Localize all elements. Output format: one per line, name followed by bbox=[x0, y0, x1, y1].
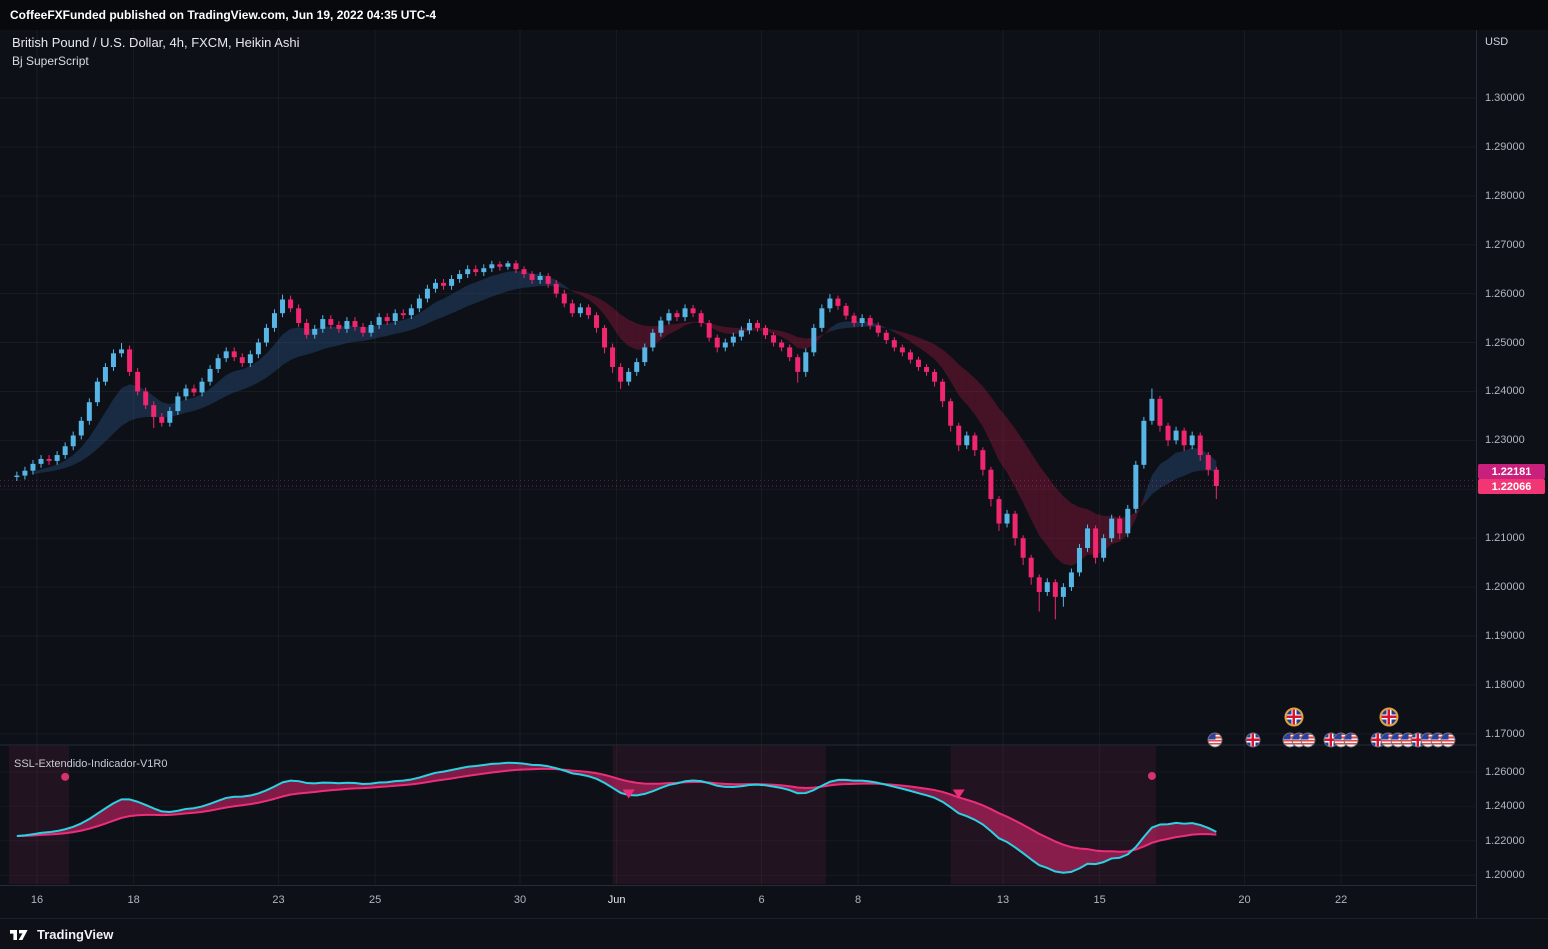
indicator-shaded-regions bbox=[8, 746, 1156, 884]
economic-event-icon-gb[interactable] bbox=[1379, 707, 1399, 727]
time-axis[interactable]: 16 18 23 25 30 Jun 6 8 13 15 20 22 bbox=[0, 885, 1476, 918]
candlestick-series[interactable] bbox=[14, 260, 1219, 620]
indicator-axis-label: 1.22000 bbox=[1485, 834, 1525, 847]
price-axis-label: 1.24000 bbox=[1485, 385, 1525, 398]
economic-event-icon-us[interactable] bbox=[1343, 732, 1359, 748]
economic-event-icon-us[interactable] bbox=[1300, 732, 1316, 748]
axis-currency-label: USD bbox=[1485, 36, 1509, 48]
price-badge: 1.22066 bbox=[1478, 479, 1545, 495]
symbol-title[interactable]: British Pound / U.S. Dollar, 4h, FXCM, H… bbox=[12, 35, 300, 50]
time-axis-label: Jun bbox=[607, 894, 626, 906]
price-axis-label: 1.21000 bbox=[1485, 532, 1525, 545]
price-badge: 1.22181 bbox=[1478, 464, 1545, 480]
economic-event-icon-us[interactable] bbox=[1207, 732, 1223, 748]
last-price-lines bbox=[0, 479, 1476, 487]
price-axis-label: 1.19000 bbox=[1485, 630, 1525, 642]
price-axis-label: 1.23000 bbox=[1485, 434, 1525, 447]
price-axis-label: 1.29000 bbox=[1485, 140, 1525, 153]
price-axis-label: 1.25000 bbox=[1485, 336, 1525, 349]
indicator-markers bbox=[61, 771, 1156, 799]
time-axis-label: 13 bbox=[996, 894, 1010, 906]
time-axis-label: 30 bbox=[513, 894, 527, 906]
economic-event-icon-gb[interactable] bbox=[1284, 707, 1304, 727]
economic-event-icon-us[interactable] bbox=[1440, 732, 1456, 748]
price-axis-label: 1.30000 bbox=[1485, 92, 1525, 104]
time-axis-label: 8 bbox=[855, 894, 862, 906]
grid-lines bbox=[0, 30, 1476, 885]
price-axis-label: 1.18000 bbox=[1485, 678, 1525, 691]
indicator-title[interactable]: SSL-Extendido-Indicador-V1R0 bbox=[14, 758, 168, 770]
price-axis-label: 1.17000 bbox=[1485, 727, 1525, 740]
economic-event-icon-gb[interactable] bbox=[1245, 732, 1261, 748]
footer: TradingView bbox=[0, 918, 1548, 949]
price-axis-label: 1.20000 bbox=[1485, 581, 1525, 594]
indicator-axis-label: 1.24000 bbox=[1485, 800, 1525, 813]
price-axis-label: 1.26000 bbox=[1485, 287, 1525, 300]
indicator-axis-label: 1.20000 bbox=[1485, 869, 1525, 882]
time-axis-label: 16 bbox=[30, 894, 44, 906]
chart-legend[interactable]: British Pound / U.S. Dollar, 4h, FXCM, H… bbox=[12, 35, 300, 68]
time-axis-label: 25 bbox=[368, 894, 382, 906]
time-axis-label: 15 bbox=[1093, 894, 1106, 906]
script-title[interactable]: Bj SuperScript bbox=[12, 54, 89, 68]
price-axis-label: 1.28000 bbox=[1485, 189, 1525, 202]
price-scale[interactable]: USD 1.30000 1.29000 1.28000 1.27000 1.26000 1… bbox=[1476, 30, 1548, 918]
ssl-indicator[interactable] bbox=[16, 761, 1217, 874]
time-axis-label: 20 bbox=[1238, 894, 1251, 906]
publish-bar: CoffeeFXFunded published on TradingView.… bbox=[0, 0, 1548, 30]
time-axis-label: 22 bbox=[1334, 894, 1348, 906]
ma-ribbon bbox=[32, 270, 1217, 566]
publish-text: CoffeeFXFunded published on TradingView.… bbox=[10, 8, 437, 22]
tradingview-brand[interactable]: TradingView bbox=[37, 926, 114, 942]
price-axis-label: 1.27000 bbox=[1485, 238, 1525, 251]
indicator-axis-label: 1.26000 bbox=[1485, 766, 1525, 778]
time-axis-label: 18 bbox=[127, 894, 140, 906]
time-axis-label: 23 bbox=[272, 894, 285, 906]
tradingview-logo-icon[interactable] bbox=[10, 927, 30, 941]
time-axis-label: 6 bbox=[758, 894, 765, 906]
